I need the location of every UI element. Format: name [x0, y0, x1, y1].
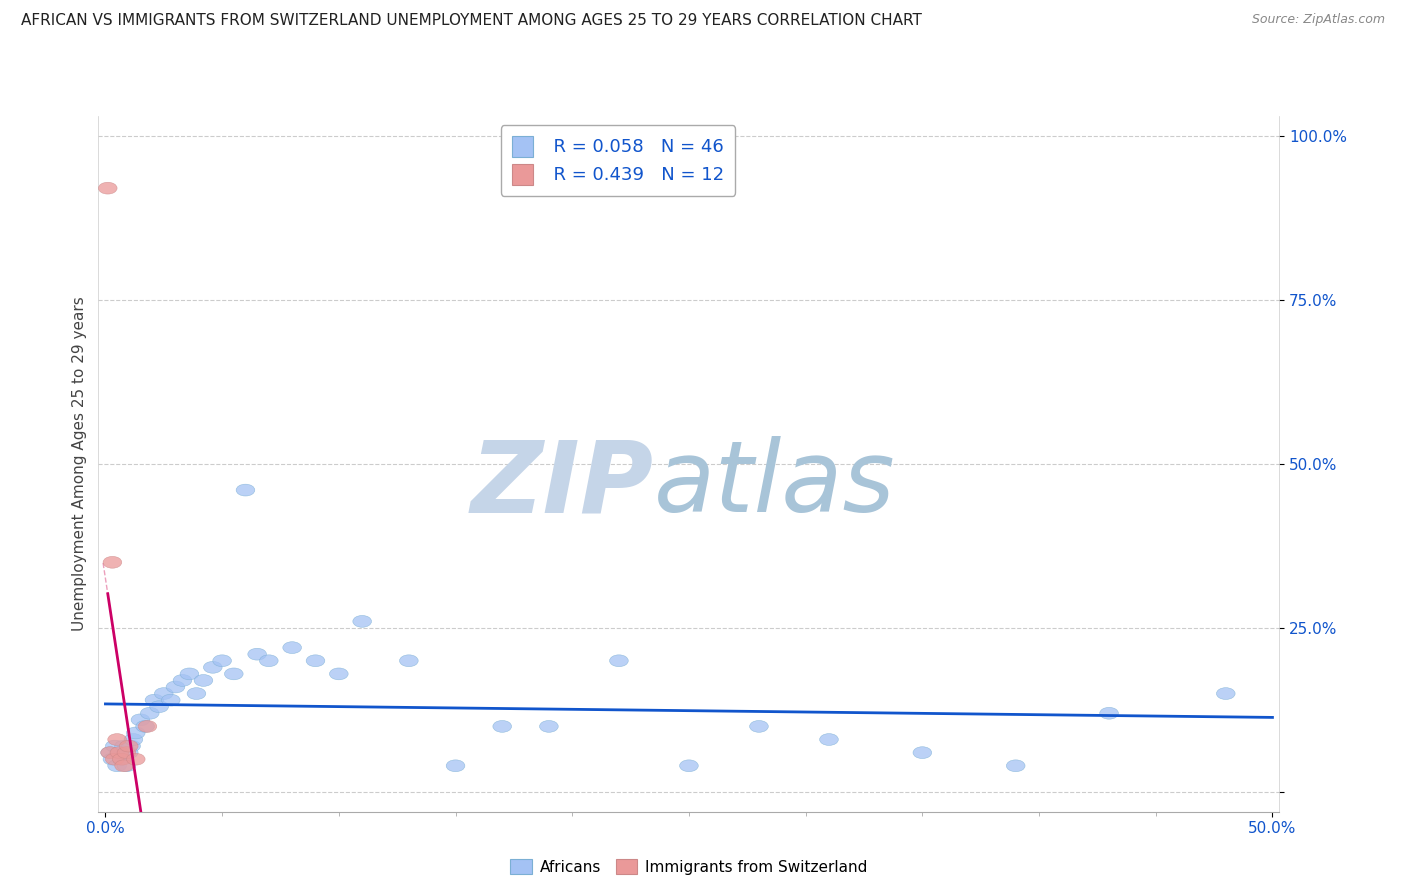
Ellipse shape	[610, 655, 628, 666]
Text: ZIP: ZIP	[471, 436, 654, 533]
Legend: Africans, Immigrants from Switzerland: Africans, Immigrants from Switzerland	[505, 853, 873, 880]
Ellipse shape	[679, 760, 699, 772]
Ellipse shape	[101, 747, 120, 758]
Ellipse shape	[103, 557, 122, 568]
Ellipse shape	[162, 694, 180, 706]
Ellipse shape	[115, 740, 134, 752]
Ellipse shape	[117, 747, 136, 758]
Ellipse shape	[225, 668, 243, 680]
Text: AFRICAN VS IMMIGRANTS FROM SWITZERLAND UNEMPLOYMENT AMONG AGES 25 TO 29 YEARS CO: AFRICAN VS IMMIGRANTS FROM SWITZERLAND U…	[21, 13, 922, 29]
Ellipse shape	[307, 655, 325, 666]
Ellipse shape	[399, 655, 418, 666]
Ellipse shape	[1216, 688, 1234, 699]
Ellipse shape	[101, 747, 120, 758]
Ellipse shape	[180, 668, 198, 680]
Ellipse shape	[110, 747, 129, 758]
Ellipse shape	[138, 721, 157, 732]
Ellipse shape	[115, 760, 134, 772]
Ellipse shape	[1007, 760, 1025, 772]
Ellipse shape	[120, 740, 138, 752]
Ellipse shape	[141, 707, 159, 719]
Ellipse shape	[204, 661, 222, 673]
Ellipse shape	[329, 668, 349, 680]
Ellipse shape	[110, 747, 129, 758]
Ellipse shape	[117, 760, 136, 772]
Ellipse shape	[494, 721, 512, 732]
Ellipse shape	[120, 747, 138, 758]
Ellipse shape	[108, 760, 127, 772]
Ellipse shape	[108, 733, 127, 746]
Ellipse shape	[1099, 707, 1118, 719]
Ellipse shape	[353, 615, 371, 627]
Ellipse shape	[136, 721, 155, 732]
Ellipse shape	[127, 727, 145, 739]
Ellipse shape	[173, 674, 191, 686]
Ellipse shape	[103, 754, 122, 765]
Ellipse shape	[283, 641, 301, 654]
Ellipse shape	[446, 760, 465, 772]
Ellipse shape	[912, 747, 932, 758]
Text: Source: ZipAtlas.com: Source: ZipAtlas.com	[1251, 13, 1385, 27]
Ellipse shape	[150, 701, 169, 713]
Ellipse shape	[131, 714, 150, 726]
Text: atlas: atlas	[654, 436, 896, 533]
Ellipse shape	[194, 674, 212, 686]
Y-axis label: Unemployment Among Ages 25 to 29 years: Unemployment Among Ages 25 to 29 years	[72, 296, 87, 632]
Ellipse shape	[247, 648, 267, 660]
Ellipse shape	[749, 721, 768, 732]
Ellipse shape	[145, 694, 163, 706]
Ellipse shape	[127, 754, 145, 765]
Ellipse shape	[166, 681, 184, 693]
Ellipse shape	[105, 754, 124, 765]
Ellipse shape	[540, 721, 558, 732]
Ellipse shape	[820, 733, 838, 746]
Ellipse shape	[105, 740, 124, 752]
Ellipse shape	[187, 688, 205, 699]
Ellipse shape	[212, 655, 232, 666]
Ellipse shape	[124, 733, 143, 746]
Ellipse shape	[260, 655, 278, 666]
Ellipse shape	[112, 754, 131, 765]
Ellipse shape	[98, 182, 117, 194]
Ellipse shape	[112, 754, 131, 765]
Ellipse shape	[155, 688, 173, 699]
Ellipse shape	[122, 740, 141, 752]
Ellipse shape	[236, 484, 254, 496]
